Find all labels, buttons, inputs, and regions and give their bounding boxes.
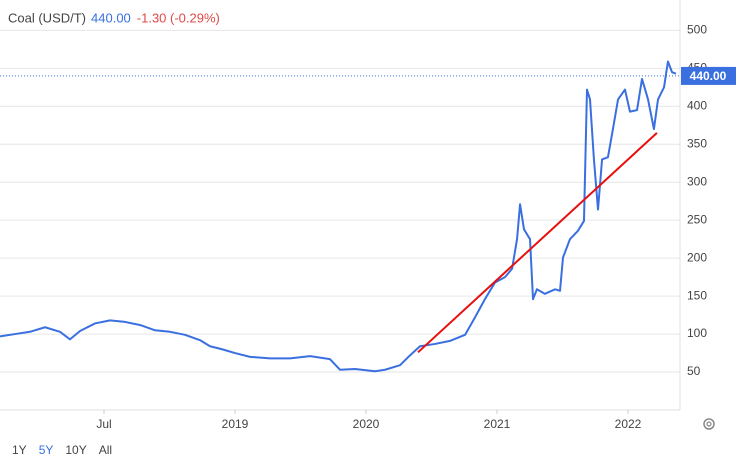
price-line xyxy=(0,60,677,373)
y-tick-label: 150 xyxy=(687,288,707,302)
range-button[interactable]: 5Y xyxy=(38,443,54,457)
price-box-label: 440.00 xyxy=(690,69,727,83)
header-price: 440.00 xyxy=(91,10,131,25)
y-tick-label: 500 xyxy=(687,23,707,37)
range-button[interactable]: 10Y xyxy=(65,443,87,457)
y-tick-label: 200 xyxy=(687,250,707,264)
range-button[interactable]: All xyxy=(98,443,113,457)
y-tick-label: 400 xyxy=(687,98,707,112)
chart: Coal (USD/T) 440.00 -1.30 (-0.29%) 50 100… xyxy=(0,0,736,431)
x-tick-label: 2019 xyxy=(222,417,249,431)
chart-title: Coal (USD/T) xyxy=(8,10,86,25)
header-change: -1.30 (-0.29%) xyxy=(137,10,220,25)
y-tick-label: 300 xyxy=(687,174,707,188)
trend-line xyxy=(417,132,658,354)
x-tick-label: 2020 xyxy=(353,417,380,431)
x-tick-label: 2022 xyxy=(615,417,642,431)
settings-icon[interactable] xyxy=(703,418,715,430)
range-button[interactable]: 1Y xyxy=(12,443,27,457)
y-tick-label: 50 xyxy=(687,364,701,378)
y-tick-label: 350 xyxy=(687,136,707,150)
range-buttons: 1Y 5Y 10Y All xyxy=(12,443,124,457)
price-box xyxy=(681,66,736,85)
y-tick-label: 250 xyxy=(687,212,707,226)
gear-ring xyxy=(703,418,715,430)
x-tick-label: Jul xyxy=(96,417,111,431)
gear-hub xyxy=(706,421,712,427)
x-tick-label: 2021 xyxy=(484,417,511,431)
y-tick-label: 100 xyxy=(687,326,707,340)
